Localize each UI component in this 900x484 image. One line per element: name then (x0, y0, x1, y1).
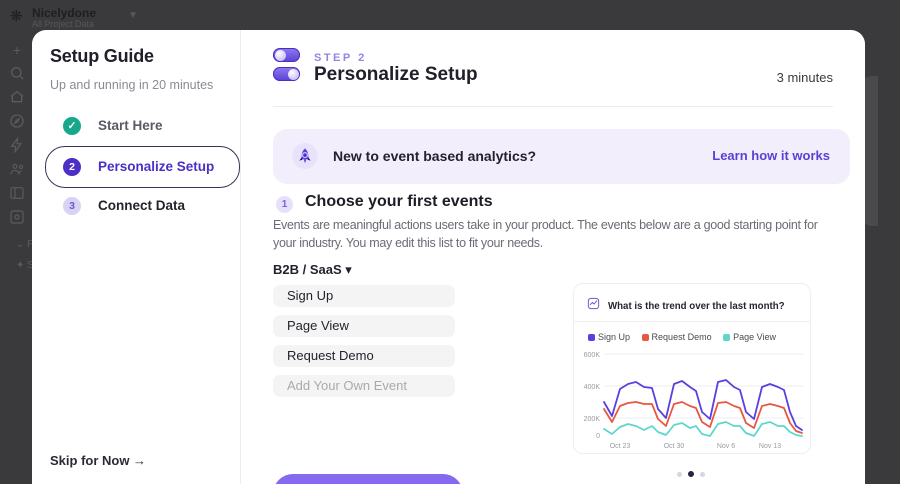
svg-text:400K: 400K (584, 384, 601, 391)
svg-text:200K: 200K (584, 416, 601, 423)
svg-text:0: 0 (596, 433, 600, 440)
svg-text:Oct 23: Oct 23 (610, 443, 631, 450)
svg-text:Nov 6: Nov 6 (717, 443, 735, 450)
svg-text:Oct 30: Oct 30 (664, 443, 685, 450)
svg-text:Nov 13: Nov 13 (759, 443, 781, 450)
svg-text:600K: 600K (584, 352, 601, 359)
